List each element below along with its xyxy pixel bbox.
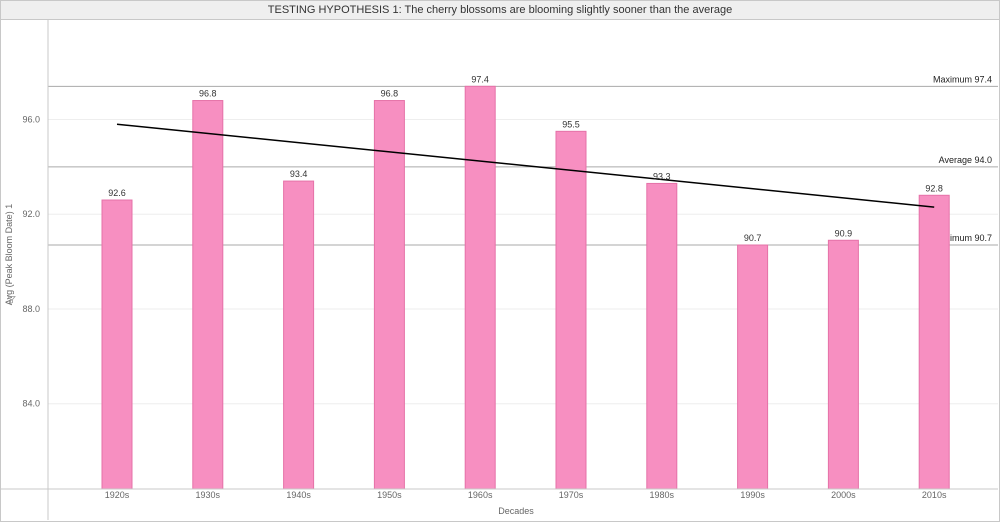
bar[interactable] [737,244,769,490]
x-tick-label: 1950s [377,490,402,500]
bar[interactable] [918,194,950,490]
filter-icon[interactable] [7,296,16,305]
x-tick-label: 1980s [650,490,675,500]
y-tick-label: 88.0 [22,304,40,314]
reference-line-label: Minimum 90.7 [935,233,992,243]
bar[interactable] [827,239,859,490]
chart-title: TESTING HYPOTHESIS 1: The cherry blossom… [1,1,999,20]
bar[interactable] [283,180,315,490]
x-tick-label: 1970s [559,490,584,500]
x-tick-label: 2000s [831,490,856,500]
y-tick-label: 92.0 [22,209,40,219]
x-tick-label: 1930s [196,490,221,500]
x-tick-label: 1940s [286,490,311,500]
bar[interactable] [646,182,678,490]
bar-value-label: 92.6 [108,188,126,198]
bar-value-label: 90.7 [744,233,762,243]
bar[interactable] [192,100,224,490]
bar-value-label: 97.4 [471,74,489,84]
bar-value-label: 96.8 [381,89,399,99]
reference-line-label: Maximum 97.4 [933,74,992,84]
reference-line-label: Average 94.0 [939,155,992,165]
x-tick-label: 2010s [922,490,947,500]
axes: 84.0 88.0 92.0 96.0 1920s 1930s 1940s 1950s 1960… [1,20,998,520]
bar-value-label: 96.8 [199,89,217,99]
x-tick-label: 1960s [468,490,493,500]
bar-value-label: 95.5 [562,119,580,129]
trend-line-layer [116,123,935,208]
bar-value-label: 93.3 [653,171,671,181]
x-tick-label: 1920s [105,490,130,500]
x-axis-title: Decades [498,506,534,516]
y-tick-label: 96.0 [22,114,40,124]
x-tick-label: 1990s [740,490,765,500]
filter-icon-shape [7,296,16,305]
bar-value-label: 93.4 [290,169,308,179]
bar[interactable] [373,100,405,490]
trend-line[interactable] [116,123,935,208]
bar[interactable] [464,85,496,490]
y-axis-title: Avg (Peak Bloom Date) 1 [4,204,14,305]
data-labels: 92.6 96.8 93.4 96.8 97.4 95.5 93.3 90.7 90.9 92.8 [108,74,943,243]
y-tick-label: 84.0 [22,399,40,409]
bar[interactable] [555,130,587,490]
bar-value-label: 90.9 [835,228,853,238]
bar-value-label: 92.8 [925,183,943,193]
bar[interactable] [101,199,133,490]
reference-lines: Maximum 97.4 Average 94.0 Minimum 90.7 [48,74,998,246]
bars [101,85,950,490]
